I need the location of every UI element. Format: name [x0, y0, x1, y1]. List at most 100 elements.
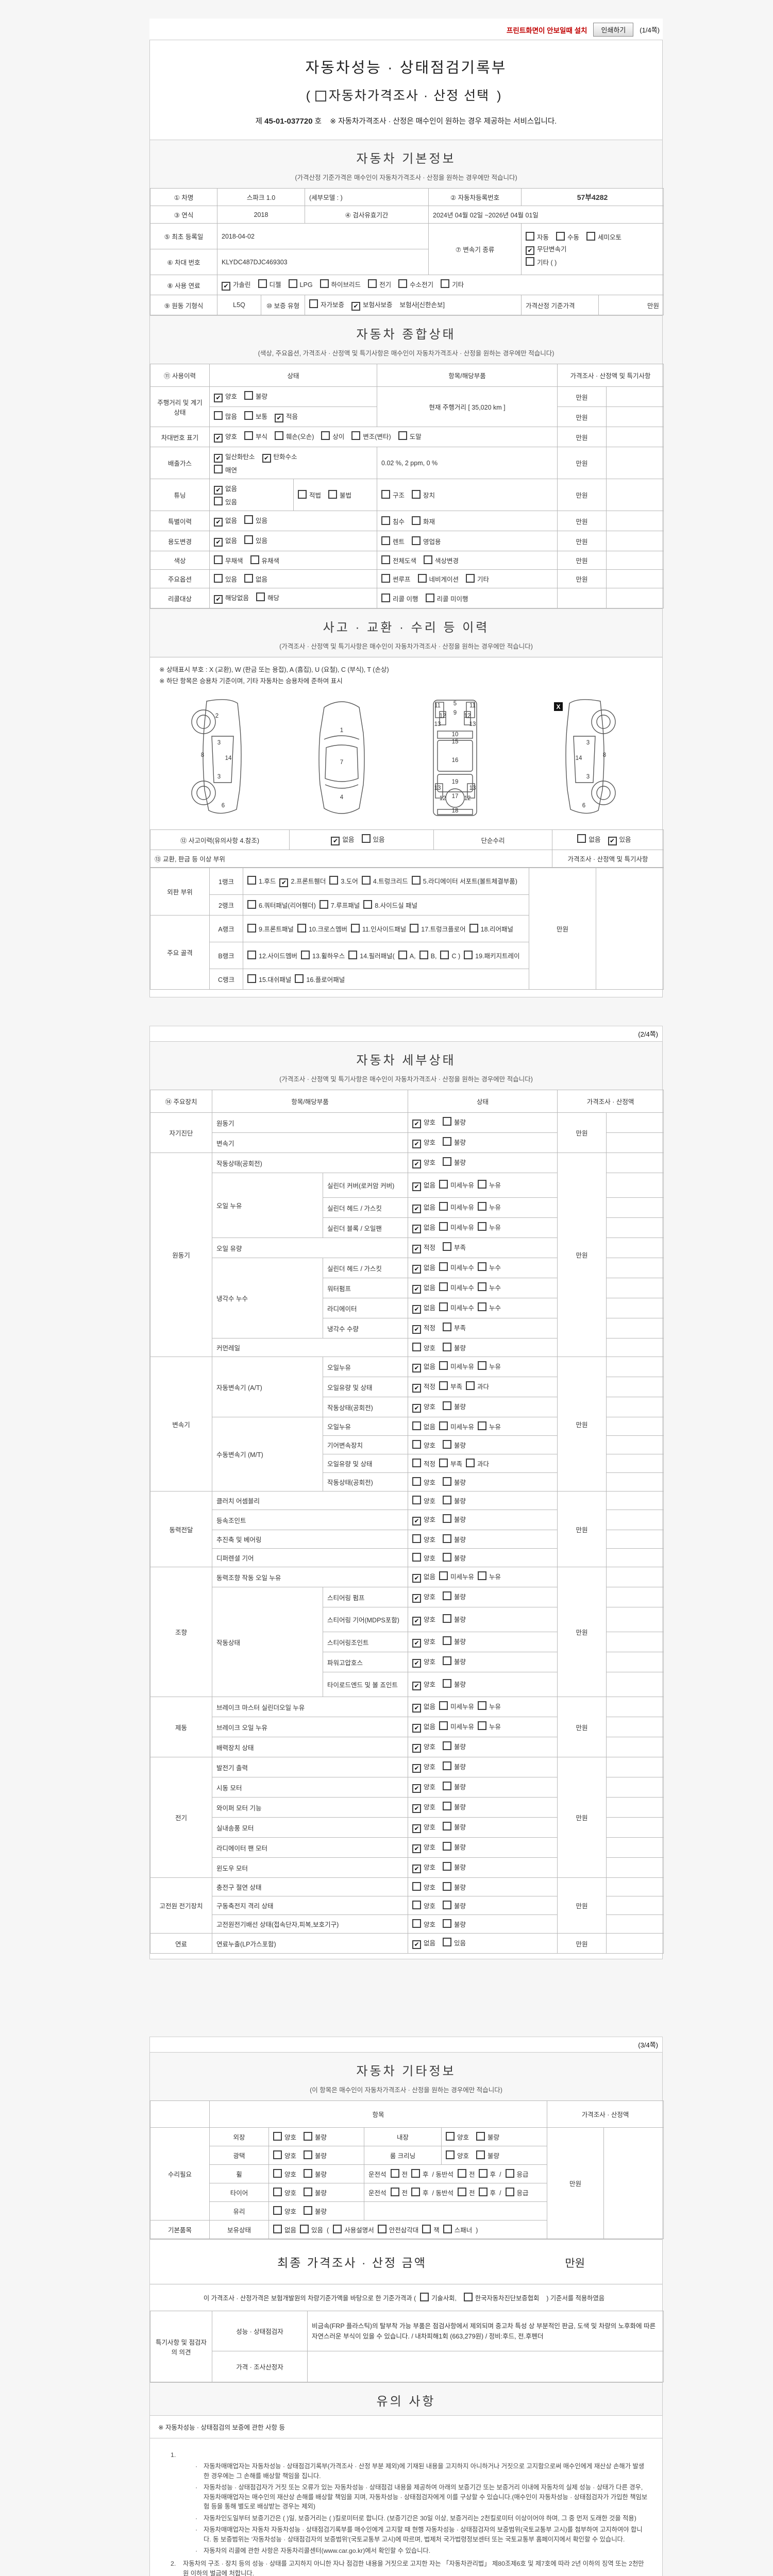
checkbox-checked-icon[interactable]: ✔ [214, 394, 223, 402]
checkbox-option[interactable]: 부족 [443, 1323, 466, 1332]
checkbox-icon[interactable] [273, 2132, 282, 2141]
checkbox-checked-icon[interactable]: ✔ [412, 1160, 422, 1168]
checkbox-option[interactable]: 불량 [443, 1591, 466, 1601]
checkbox-icon[interactable] [304, 2132, 313, 2141]
checkbox-icon[interactable] [505, 2188, 514, 2196]
checkbox-option[interactable]: 불량 [443, 1514, 466, 1524]
checkbox-checked-icon[interactable]: ✔ [214, 538, 223, 547]
checkbox-icon[interactable] [478, 1571, 487, 1580]
checkbox-option[interactable]: ✔ 양호 [412, 1741, 435, 1753]
checkbox-option[interactable]: 자가보증 [309, 299, 344, 309]
checkbox-icon[interactable] [390, 2169, 399, 2178]
checkbox-option[interactable]: ✔ 양호 [412, 1591, 435, 1603]
checkbox-option[interactable]: 침수 [381, 516, 405, 526]
checkbox-icon[interactable] [443, 1822, 452, 1831]
checkbox-icon[interactable] [381, 490, 391, 499]
checkbox-option[interactable]: 후 [411, 2188, 429, 2197]
checkbox-option[interactable]: ✔ 없음 [214, 515, 237, 527]
checkbox-option[interactable]: 있음 [244, 535, 267, 545]
checkbox-option[interactable]: 보통 [244, 411, 267, 421]
checkbox-option[interactable]: 불법 [328, 490, 351, 500]
checkbox-option[interactable]: 기타 [441, 279, 464, 289]
checkbox-icon[interactable] [381, 536, 391, 545]
checkbox-icon[interactable] [258, 279, 267, 288]
checkbox-option[interactable]: 안전삼각대 [377, 2225, 418, 2234]
checkbox-option[interactable]: 불량 [443, 1862, 466, 1872]
checkbox-icon[interactable] [439, 1222, 448, 1231]
checkbox-option[interactable]: 불량 [443, 1477, 466, 1487]
checkbox-option[interactable]: 불량 [443, 1117, 466, 1127]
checkbox-icon[interactable] [273, 2169, 282, 2178]
checkbox-icon[interactable] [412, 536, 421, 545]
checkbox-option[interactable]: 미세누수 [439, 1302, 474, 1312]
checkbox-option[interactable]: ✔ 무단변속기 [526, 244, 567, 255]
checkbox-option[interactable]: 누유 [478, 1361, 501, 1371]
checkbox-option[interactable]: 잭 [422, 2225, 440, 2234]
checkbox-option[interactable]: 후 [478, 2188, 496, 2197]
checkbox-option[interactable]: 불량 [443, 1636, 466, 1646]
checkbox-icon[interactable] [398, 951, 407, 959]
checkbox-option[interactable]: ✔ 양호 [412, 1117, 435, 1128]
checkbox-option[interactable]: 있음 [443, 1938, 466, 1947]
checkbox-option[interactable]: 전 [390, 2188, 408, 2197]
checkbox-option[interactable]: 불량 [443, 1761, 466, 1771]
checkbox-icon[interactable] [443, 1117, 452, 1126]
checkbox-option[interactable]: ✔ 없음 [412, 1282, 435, 1294]
checkbox-icon[interactable] [304, 2188, 313, 2196]
checkbox-icon[interactable] [363, 900, 373, 909]
checkbox-option[interactable]: ✔ 양호 [412, 1822, 435, 1833]
checkbox-option[interactable]: 9.프론트패널 [247, 924, 294, 934]
checkbox-icon[interactable] [478, 1421, 487, 1430]
checkbox-option[interactable]: 불량 [443, 1679, 466, 1689]
checkbox-option[interactable]: 8.사이드실 패널 [363, 900, 417, 910]
checkbox-icon[interactable] [412, 1553, 422, 1562]
checkbox-checked-icon[interactable]: ✔ [412, 1120, 422, 1128]
checkbox-option[interactable]: 1.후드 [247, 875, 276, 886]
checkbox-icon[interactable] [443, 1802, 452, 1810]
checkbox-icon[interactable] [381, 516, 391, 525]
checkbox-option[interactable]: 불량 [443, 1440, 466, 1450]
checkbox-icon[interactable] [412, 490, 421, 499]
checkbox-option[interactable]: 후 [411, 2169, 429, 2179]
checkbox-icon[interactable] [443, 1323, 452, 1331]
checkbox-checked-icon[interactable]: ✔ [412, 1225, 422, 1233]
checkbox-checked-icon[interactable]: ✔ [412, 1404, 422, 1413]
checkbox-option[interactable]: ✔ 없음 [412, 1222, 435, 1233]
checkbox-option[interactable]: ✔ 양호 [412, 1137, 435, 1148]
checkbox-icon[interactable] [443, 1496, 452, 1504]
checkbox-icon[interactable] [478, 1721, 487, 1730]
checkbox-icon[interactable] [411, 875, 421, 885]
checkbox-icon[interactable] [244, 574, 254, 583]
checkbox-option[interactable]: 하이브리드 [320, 279, 361, 289]
checkbox-option[interactable]: 부식 [244, 431, 267, 441]
checkbox-icon[interactable] [526, 231, 535, 241]
checkbox-icon[interactable] [321, 431, 330, 440]
checkbox-option[interactable]: 13.휠하우스 [300, 951, 345, 960]
checkbox-option[interactable]: 불량 [443, 1553, 466, 1563]
checkbox-option[interactable]: ✔ 양호 [412, 1862, 435, 1873]
checkbox-option[interactable]: ✔ 없음 [412, 1721, 435, 1733]
checkbox-option[interactable]: 4.트렁크리드 [361, 875, 408, 886]
checkbox-option[interactable]: 색상변경 [424, 555, 459, 565]
checkbox-icon[interactable] [443, 1440, 452, 1449]
checkbox-option[interactable]: 상이 [321, 431, 344, 441]
checkbox-icon[interactable] [443, 1401, 452, 1410]
checkbox-option[interactable]: 10.크로스멤버 [297, 924, 347, 934]
checkbox-option[interactable]: ✔ 없음 [412, 1571, 435, 1583]
checkbox-option[interactable]: 7.루프패널 [319, 900, 360, 910]
checkbox-checked-icon[interactable]: ✔ [412, 1285, 422, 1294]
checkbox-icon[interactable] [412, 1459, 422, 1467]
checkbox-icon[interactable] [443, 1477, 452, 1486]
checkbox-icon[interactable] [328, 490, 338, 499]
checkbox-checked-icon[interactable]: ✔ [412, 1182, 422, 1191]
checkbox-option[interactable]: 썬루프 [381, 574, 411, 584]
checkbox-icon[interactable] [478, 1222, 487, 1231]
checkbox-option[interactable]: 부족 [439, 1459, 462, 1468]
checkbox-icon[interactable] [368, 279, 377, 288]
checkbox-option[interactable]: ✔ 적정 [412, 1381, 435, 1393]
checkbox-icon[interactable] [443, 1157, 452, 1166]
checkbox-icon[interactable] [417, 574, 427, 583]
checkbox-option[interactable]: ✔ 없음 [214, 483, 237, 495]
checkbox-option[interactable]: 불량 [443, 1822, 466, 1832]
checkbox-option[interactable]: ✔ 있음 [608, 834, 631, 845]
